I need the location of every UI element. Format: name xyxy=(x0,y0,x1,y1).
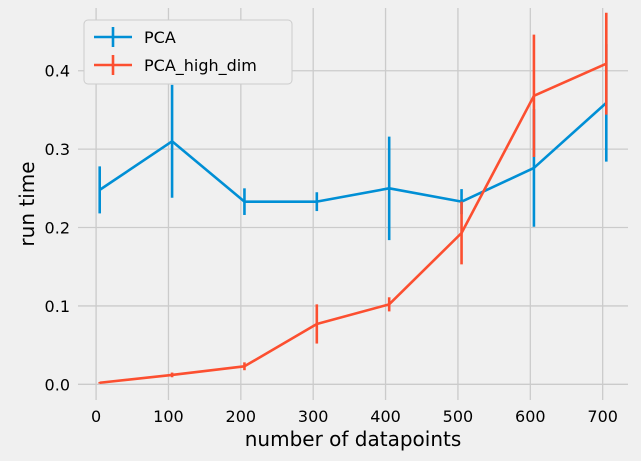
legend-item: PCA xyxy=(94,27,176,47)
grid xyxy=(78,8,628,400)
x-axis-label: number of datapoints xyxy=(245,427,462,451)
y-tick-label: 0.1 xyxy=(45,297,70,316)
tick-labels: 0 100 200 300 400 500 600 700 0.0 0.1 0.2 0.3 0.4 xyxy=(45,62,618,426)
x-tick-label: 600 xyxy=(515,407,546,426)
y-tick-label: 0.3 xyxy=(45,140,70,159)
legend-label: PCA_high_dim xyxy=(144,56,257,76)
legend-box xyxy=(83,19,293,85)
y-tick-label: 0.0 xyxy=(45,375,70,394)
y-axis-label: run time xyxy=(15,161,39,246)
legend-label: PCA xyxy=(144,28,176,47)
series-line xyxy=(99,62,607,385)
x-tick-label: 100 xyxy=(153,407,184,426)
series-PCA xyxy=(98,44,608,241)
series-layer xyxy=(98,12,608,385)
legend-item: PCA_high_dim xyxy=(94,55,257,76)
x-tick-label: 300 xyxy=(298,407,329,426)
x-tick-label: 400 xyxy=(370,407,401,426)
x-tick-label: 0 xyxy=(91,407,101,426)
y-tick-label: 0.2 xyxy=(45,219,70,238)
x-tick-label: 700 xyxy=(587,407,618,426)
x-tick-label: 200 xyxy=(226,407,257,426)
x-tick-label: 500 xyxy=(443,407,474,426)
series-PCA_high_dim xyxy=(98,12,608,385)
series-line xyxy=(98,101,608,203)
legend: PCA PCA_high_dim xyxy=(83,19,293,85)
y-tick-label: 0.4 xyxy=(45,62,70,81)
